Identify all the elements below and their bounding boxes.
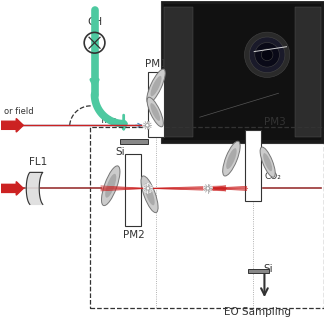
- Circle shape: [146, 187, 150, 190]
- Bar: [125, 154, 141, 226]
- Circle shape: [146, 124, 149, 127]
- Ellipse shape: [150, 103, 160, 121]
- Polygon shape: [26, 172, 43, 204]
- Circle shape: [255, 43, 280, 67]
- Bar: [248, 269, 269, 273]
- Text: or field: or field: [4, 107, 33, 116]
- Text: Si: Si: [264, 264, 273, 274]
- Circle shape: [206, 187, 210, 190]
- FancyArrow shape: [1, 182, 23, 195]
- Ellipse shape: [147, 69, 165, 103]
- Bar: [164, 4, 321, 140]
- Bar: [295, 7, 321, 136]
- Text: Si: Si: [116, 147, 125, 157]
- Ellipse shape: [150, 76, 162, 96]
- Circle shape: [249, 37, 285, 72]
- Text: CH: CH: [87, 17, 102, 27]
- Text: FL1: FL1: [29, 157, 47, 167]
- Bar: [90, 127, 324, 308]
- Ellipse shape: [105, 174, 116, 198]
- Ellipse shape: [147, 97, 163, 127]
- Ellipse shape: [141, 176, 158, 213]
- Bar: [245, 130, 261, 201]
- Text: EO Sampling: EO Sampling: [225, 306, 292, 317]
- Bar: [161, 1, 324, 143]
- Bar: [148, 72, 164, 136]
- Text: PM3: PM3: [265, 117, 286, 127]
- Circle shape: [261, 49, 273, 61]
- Ellipse shape: [223, 141, 240, 176]
- FancyArrow shape: [1, 119, 23, 132]
- Ellipse shape: [260, 147, 275, 177]
- Text: THz: THz: [99, 116, 116, 125]
- Ellipse shape: [263, 153, 272, 171]
- Ellipse shape: [226, 148, 237, 169]
- Ellipse shape: [144, 183, 155, 205]
- Text: PM1: PM1: [145, 58, 167, 69]
- Text: CO₂: CO₂: [265, 172, 281, 181]
- Ellipse shape: [101, 166, 120, 206]
- Circle shape: [244, 32, 290, 77]
- Bar: [164, 7, 193, 136]
- Text: PM2: PM2: [123, 230, 144, 240]
- Bar: [121, 139, 148, 144]
